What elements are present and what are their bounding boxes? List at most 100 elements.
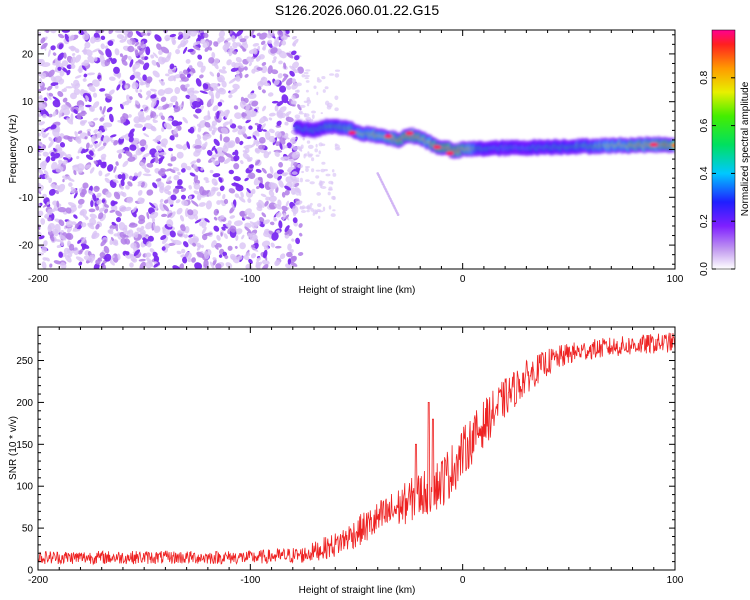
noise-speckle <box>160 138 168 147</box>
noise-speckle <box>145 83 150 88</box>
noise-speckle <box>255 159 261 166</box>
noise-speckle <box>271 59 277 64</box>
noise-speckle <box>262 47 266 51</box>
noise-speckle <box>125 185 130 190</box>
noise-speckle <box>114 48 120 56</box>
noise-speckle <box>182 143 188 151</box>
noise-speckle <box>108 89 115 96</box>
noise-speckle <box>170 194 177 201</box>
noise-speckle <box>145 94 151 101</box>
x-tick-label: -100 <box>240 274 260 285</box>
noise-speckle <box>96 192 102 198</box>
noise-speckle <box>201 219 207 229</box>
y-tick-label: -20 <box>19 241 34 252</box>
noise-speckle <box>144 123 154 129</box>
noise-speckle <box>195 78 202 87</box>
noise-speckle <box>175 199 181 204</box>
noise-speckle <box>110 200 116 207</box>
noise-speckle <box>266 173 274 179</box>
noise-speckle <box>110 58 117 65</box>
noise-speckle <box>191 200 199 207</box>
noise-speckle <box>234 193 240 198</box>
noise-speckle <box>99 88 106 92</box>
noise-speckle <box>167 117 173 122</box>
noise-speckle <box>303 100 308 104</box>
noise-speckle <box>286 251 293 258</box>
noise-speckle <box>102 122 113 128</box>
noise-speckle <box>119 53 124 58</box>
noise-speckle <box>50 45 56 51</box>
noise-speckle <box>224 255 229 260</box>
noise-speckle <box>290 262 298 267</box>
noise-speckle <box>273 203 283 210</box>
noise-speckle <box>250 246 259 252</box>
noise-speckle <box>220 232 223 237</box>
top-y-axis: -20 -10 0 10 20 <box>19 34 675 265</box>
noise-speckle <box>117 174 123 180</box>
noise-speckle <box>79 210 85 216</box>
noise-speckle <box>303 112 307 118</box>
noise-speckle <box>176 250 182 255</box>
bottom-x-axis: -200 -100 0 100 <box>28 327 684 586</box>
noise-speckle <box>247 92 257 100</box>
noise-speckle <box>107 164 114 172</box>
noise-speckle <box>211 123 216 130</box>
noise-speckle <box>334 107 339 112</box>
noise-speckle <box>54 189 59 195</box>
noise-speckle <box>114 30 125 34</box>
noise-speckle <box>65 86 73 89</box>
noise-speckle <box>261 240 271 248</box>
noise-speckle <box>45 156 51 163</box>
noise-speckle <box>251 221 259 229</box>
noise-speckle <box>213 41 219 47</box>
noise-speckle <box>270 242 275 248</box>
noise-speckle <box>142 74 147 81</box>
noise-speckle <box>144 144 148 150</box>
noise-speckle <box>200 244 204 249</box>
noise-speckle <box>38 103 46 111</box>
noise-speckle <box>315 143 318 148</box>
noise-speckle <box>234 112 242 120</box>
noise-speckle <box>307 154 313 158</box>
noise-speckle <box>115 217 122 223</box>
noise-speckle <box>131 206 138 213</box>
noise-speckle <box>209 71 215 77</box>
noise-speckle <box>291 208 297 213</box>
noise-speckle <box>118 153 122 159</box>
noise-speckle <box>251 110 257 115</box>
noise-speckle <box>120 171 129 177</box>
noise-speckle <box>99 117 105 122</box>
noise-speckle <box>187 48 194 53</box>
noise-speckle <box>142 62 150 71</box>
noise-speckle <box>216 72 221 78</box>
noise-speckle <box>142 237 146 241</box>
noise-speckle <box>328 205 332 210</box>
noise-speckle <box>200 65 206 73</box>
noise-speckle <box>149 202 156 209</box>
noise-speckle <box>306 97 311 102</box>
noise-speckle <box>40 37 46 44</box>
noise-speckle <box>149 248 155 253</box>
noise-speckle <box>154 34 162 42</box>
noise-speckle <box>233 62 240 69</box>
noise-speckle <box>94 186 100 190</box>
noise-speckle <box>231 182 241 187</box>
noise-speckle <box>57 91 64 97</box>
noise-speckle <box>218 254 223 258</box>
noise-speckle <box>274 259 281 267</box>
noise-speckle <box>292 146 298 151</box>
noise-speckle <box>122 227 128 233</box>
noise-speckle <box>278 162 284 168</box>
noise-speckle <box>284 189 290 196</box>
noise-speckle <box>55 166 64 173</box>
noise-speckle <box>204 47 210 52</box>
noise-speckle <box>71 221 77 226</box>
noise-speckle <box>188 185 192 190</box>
noise-speckle <box>311 157 315 162</box>
noise-speckle <box>104 253 112 262</box>
noise-speckle <box>256 66 263 71</box>
noise-speckle <box>59 240 65 247</box>
noise-speckle <box>101 264 107 269</box>
noise-speckle <box>276 110 284 118</box>
noise-speckle <box>38 235 45 240</box>
